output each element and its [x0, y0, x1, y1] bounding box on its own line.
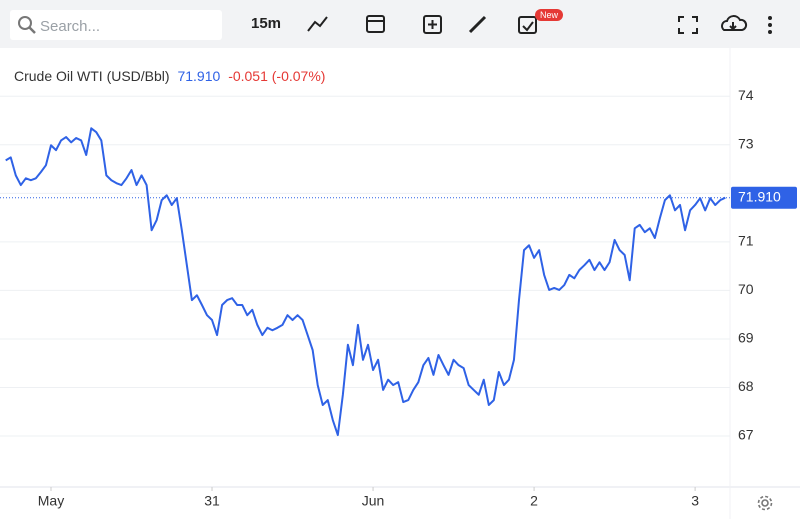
add-icon[interactable] — [423, 15, 442, 34]
interval-button[interactable]: 15m — [251, 15, 282, 32]
y-tick-label: 67 — [738, 427, 754, 443]
last-price-tag — [731, 186, 797, 209]
last-price-text: 71.910 — [738, 188, 781, 204]
menu-icon[interactable] — [768, 16, 772, 34]
events-icon[interactable] — [518, 16, 537, 34]
y-tick-label: 70 — [738, 281, 754, 297]
y-tick-label: 71 — [738, 233, 754, 249]
y-tick-label: 74 — [738, 87, 754, 103]
header: Crude Oil WTI (USD/Bbl) 71.910 -0.051 (-… — [14, 68, 325, 84]
chart-type-icon[interactable] — [307, 16, 328, 32]
x-tick-label: Jun — [362, 493, 385, 509]
price-line — [5, 127, 726, 437]
search-placeholder: Search... — [40, 18, 101, 35]
download-icon[interactable] — [721, 15, 748, 31]
toolbar: Search... 15m New — [0, 0, 800, 48]
x-tick-label: 31 — [204, 493, 220, 509]
calendar-icon[interactable] — [366, 15, 385, 33]
x-tick-label: May — [38, 493, 64, 509]
draw-icon[interactable] — [468, 15, 487, 34]
settings-icon[interactable] — [757, 495, 773, 511]
change-label: -0.051 (-0.07%) — [228, 68, 325, 84]
x-tick-label: 3 — [691, 493, 699, 509]
chart-title: Crude Oil WTI (USD/Bbl) — [14, 68, 170, 84]
x-tick-label: 2 — [530, 493, 538, 509]
price-label: 71.910 — [177, 68, 220, 84]
y-tick-label: 69 — [738, 330, 754, 346]
search-icon — [18, 16, 36, 34]
new-badge: New — [535, 9, 564, 21]
y-tick-label: 73 — [738, 136, 754, 152]
y-tick-label: 68 — [738, 378, 754, 394]
fullscreen-icon[interactable] — [678, 16, 698, 34]
chart: Crude Oil WTI (USD/Bbl) 71.910 -0.051 (-… — [0, 48, 800, 519]
search-box[interactable]: Search... — [10, 10, 222, 40]
